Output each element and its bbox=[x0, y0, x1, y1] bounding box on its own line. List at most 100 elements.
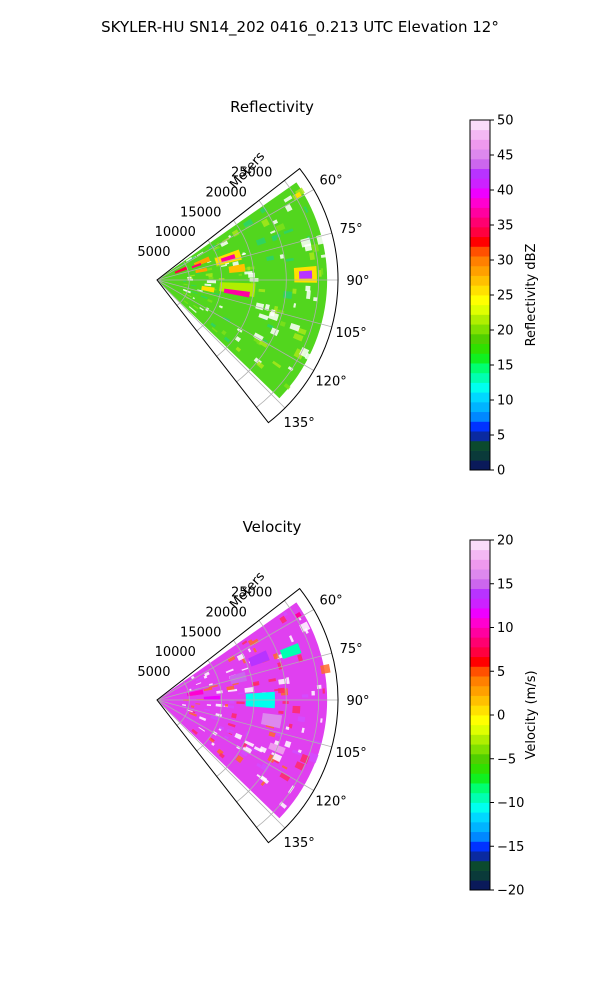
range-ring bbox=[256, 600, 320, 828]
texture-speck bbox=[218, 725, 225, 731]
texture-speck bbox=[198, 726, 206, 732]
range-tick-label: 15000 bbox=[180, 625, 221, 640]
texture-speck bbox=[301, 694, 309, 698]
texture-speck bbox=[291, 749, 302, 756]
azimuth-tick-label: 90° bbox=[346, 274, 369, 289]
texture-speck bbox=[285, 726, 290, 731]
texture-speck bbox=[190, 675, 195, 680]
colorbar-swatch bbox=[470, 880, 490, 891]
velocity-sector-outline bbox=[156, 587, 339, 844]
colorbar-swatch bbox=[470, 870, 490, 881]
texture-speck bbox=[195, 703, 201, 705]
colorbar-tick-label: 20 bbox=[497, 534, 514, 549]
colorbar-tick-label: 10 bbox=[497, 621, 514, 636]
texture-speck bbox=[215, 703, 223, 707]
texture-speck bbox=[268, 311, 280, 322]
colorbar-swatch bbox=[470, 392, 490, 403]
texture-speck bbox=[229, 699, 235, 704]
texture-speck bbox=[226, 728, 234, 735]
colorbar-swatch bbox=[470, 353, 490, 364]
texture-speck bbox=[208, 737, 215, 743]
texture-speck bbox=[293, 303, 297, 308]
colorbar-swatch bbox=[470, 734, 490, 745]
texture-speck bbox=[183, 283, 188, 286]
texture-speck bbox=[270, 327, 280, 337]
colorbar-swatch bbox=[470, 763, 490, 774]
texture-speck bbox=[301, 727, 305, 734]
colorbar-swatch bbox=[470, 139, 490, 150]
texture-speck bbox=[282, 611, 288, 617]
texture-speck bbox=[268, 731, 276, 738]
texture-speck bbox=[277, 687, 285, 694]
colorbar-tick-label: 50 bbox=[497, 114, 514, 129]
texture-speck bbox=[216, 242, 220, 245]
texture-speck bbox=[188, 306, 197, 313]
colorbar-swatch bbox=[470, 120, 490, 131]
colorbar-tick-label: 45 bbox=[497, 149, 514, 164]
colorbar-swatch bbox=[470, 372, 490, 383]
texture-speck bbox=[235, 346, 242, 353]
texture-speck bbox=[288, 635, 294, 643]
range-tick-label: 10000 bbox=[155, 225, 196, 240]
colorbar-swatch bbox=[470, 695, 490, 706]
colorbar-swatch bbox=[470, 744, 490, 755]
colorbar-swatch bbox=[470, 265, 490, 276]
range-ring bbox=[176, 679, 190, 726]
texture-speck bbox=[299, 621, 311, 633]
colorbar-tick-label: −5 bbox=[497, 752, 516, 767]
colorbar-tick-label: 25 bbox=[497, 289, 514, 304]
texture-speck bbox=[306, 290, 311, 300]
texture-speck bbox=[215, 248, 220, 252]
echo-cell bbox=[260, 712, 283, 729]
echo-cell bbox=[223, 288, 250, 298]
colorbar-swatch bbox=[470, 549, 490, 560]
texture-speck bbox=[258, 313, 269, 321]
texture-speck bbox=[210, 322, 216, 328]
texture-speck bbox=[282, 701, 289, 704]
colorbar-swatch bbox=[470, 324, 490, 335]
texture-speck bbox=[203, 687, 213, 692]
texture-speck bbox=[225, 668, 234, 674]
texture-speck bbox=[185, 256, 193, 262]
texture-speck bbox=[256, 361, 265, 369]
velocity-colorbar: −20 −15 −10 −5 0 5 10 15 20 bbox=[469, 534, 524, 899]
range-ring bbox=[256, 180, 320, 408]
texture-speck bbox=[259, 746, 267, 754]
reflectivity-echo-cells bbox=[174, 191, 317, 298]
texture-speck bbox=[203, 675, 208, 679]
colorbar-tick-label: 10 bbox=[497, 394, 514, 409]
texture-speck bbox=[292, 332, 304, 342]
colorbar-swatch bbox=[470, 275, 490, 286]
texture-speck bbox=[253, 332, 264, 342]
texture-speck bbox=[244, 740, 255, 748]
azimuth-spoke bbox=[156, 279, 286, 409]
echo-cell bbox=[294, 611, 302, 619]
reflectivity-sector-outline bbox=[156, 167, 339, 424]
texture-speck bbox=[183, 300, 189, 305]
range-tick-label: 15000 bbox=[180, 205, 221, 220]
colorbar-swatch bbox=[470, 401, 490, 413]
texture-speck bbox=[286, 677, 290, 685]
reflectivity-range-labels: 5000 10000 15000 20000 25000 bbox=[137, 166, 272, 261]
texture-speck bbox=[252, 638, 260, 645]
range-ring bbox=[176, 259, 190, 306]
colorbar-swatch bbox=[470, 559, 490, 570]
texture-speck bbox=[227, 655, 236, 663]
colorbar-tick-label: 35 bbox=[497, 219, 514, 234]
colorbar-swatch bbox=[470, 715, 490, 726]
velocity-panel: Velocity 5000 10000 15000 20000 25000 60° 75°… bbox=[137, 518, 539, 899]
colorbar-swatch bbox=[470, 460, 490, 471]
texture-speck bbox=[271, 752, 276, 756]
colorbar-swatch bbox=[470, 236, 490, 247]
colorbar-swatch bbox=[470, 285, 490, 296]
texture-speck bbox=[226, 685, 235, 691]
texture-speck bbox=[196, 272, 200, 275]
texture-speck bbox=[211, 292, 221, 296]
texture-speck bbox=[278, 710, 284, 715]
reflectivity-grid bbox=[156, 180, 338, 409]
texture-speck bbox=[188, 711, 198, 717]
echo-cell bbox=[186, 689, 204, 697]
texture-speck bbox=[195, 676, 204, 682]
texture-speck bbox=[244, 686, 255, 693]
texture-speck bbox=[224, 703, 229, 707]
